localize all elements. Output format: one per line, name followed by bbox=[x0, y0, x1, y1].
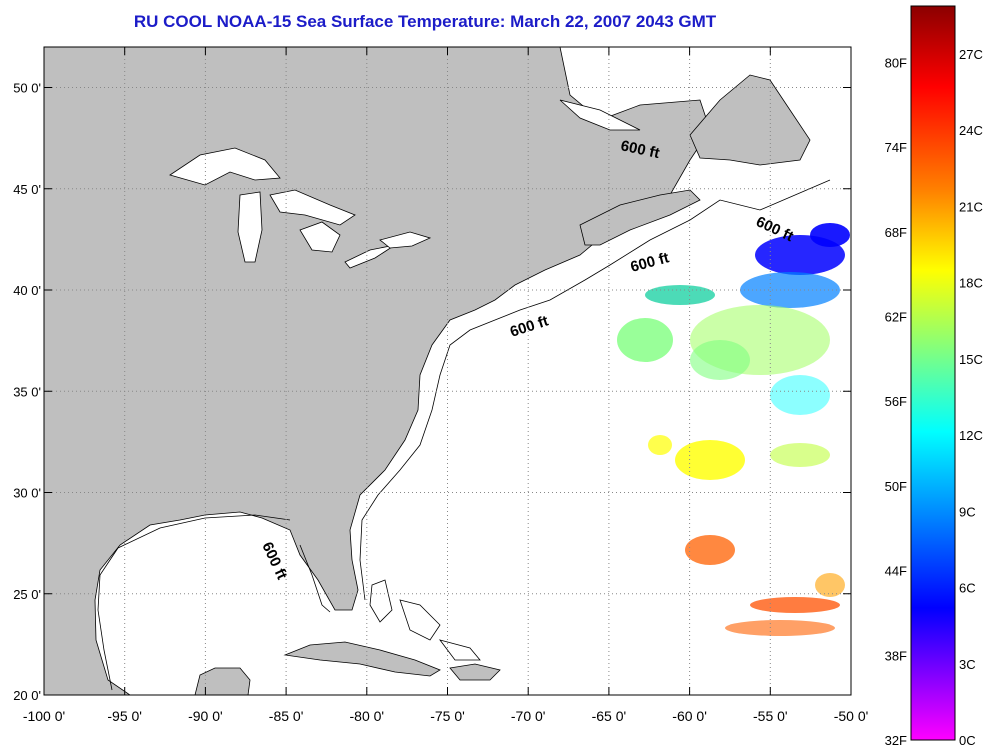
celsius-label: 12C bbox=[959, 428, 983, 443]
fahrenheit-label: 80F bbox=[885, 55, 907, 70]
fahrenheit-label: 74F bbox=[885, 140, 907, 155]
bahamas-banks bbox=[369, 579, 481, 661]
longitude-tick-label: -80 0' bbox=[350, 708, 385, 724]
latitude-tick-label: 30 0' bbox=[13, 486, 41, 501]
map-gridlines bbox=[44, 47, 851, 695]
celsius-label: 6C bbox=[959, 581, 976, 596]
latitude-tick-label: 50 0' bbox=[13, 81, 41, 96]
longitude-tick-label: -55 0' bbox=[753, 708, 788, 724]
celsius-label: 18C bbox=[959, 276, 983, 291]
celsius-label: 3C bbox=[959, 657, 976, 672]
latitude-tick-label: 45 0' bbox=[13, 182, 41, 197]
great-lakes bbox=[169, 99, 641, 269]
celsius-label: 24C bbox=[959, 123, 983, 138]
celsius-label: 27C bbox=[959, 47, 983, 62]
latitude-tick-label: 35 0' bbox=[13, 384, 41, 399]
north-america-land bbox=[44, 47, 711, 695]
map-title: RU COOL NOAA-15 Sea Surface Temperature:… bbox=[133, 12, 717, 31]
fahrenheit-label: 32F bbox=[885, 733, 907, 748]
latitude-tick-label: 40 0' bbox=[13, 283, 41, 298]
longitude-tick-label: -100 0' bbox=[23, 708, 65, 724]
newfoundland-land bbox=[689, 74, 811, 166]
fahrenheit-label: 68F bbox=[885, 225, 907, 240]
fahrenheit-label: 56F bbox=[885, 394, 907, 409]
latitude-tick-label: 25 0' bbox=[13, 587, 41, 602]
longitude-tick-label: -60 0' bbox=[672, 708, 707, 724]
hispaniola-land bbox=[449, 663, 501, 681]
colorbar-scale bbox=[910, 5, 956, 741]
longitude-tick-label: -65 0' bbox=[592, 708, 627, 724]
latitude-tick-label: 20 0' bbox=[13, 688, 41, 703]
fahrenheit-label: 38F bbox=[885, 648, 907, 663]
yucatan-land bbox=[194, 667, 251, 695]
celsius-label: 0C bbox=[959, 733, 976, 748]
longitude-tick-label: -75 0' bbox=[430, 708, 465, 724]
longitude-tick-label: -90 0' bbox=[188, 708, 223, 724]
celsius-label: 21C bbox=[959, 199, 983, 214]
fahrenheit-label: 50F bbox=[885, 479, 907, 494]
nova-scotia-land bbox=[579, 189, 701, 246]
map-axis-ticks: -100 0' -95 0' -90 0' -85 0' -80 0' -75 0' -70… bbox=[13, 47, 868, 724]
celsius-label: 9C bbox=[959, 504, 976, 519]
fahrenheit-label: 62F bbox=[885, 310, 907, 325]
longitude-tick-label: -95 0' bbox=[107, 708, 142, 724]
cuba-land bbox=[283, 641, 441, 677]
longitude-tick-label: -50 0' bbox=[834, 708, 869, 724]
longitude-tick-label: -85 0' bbox=[269, 708, 304, 724]
depth-contour-600ft bbox=[97, 179, 831, 691]
celsius-label: 15C bbox=[959, 352, 983, 367]
fahrenheit-label: 44F bbox=[885, 564, 907, 579]
longitude-tick-label: -70 0' bbox=[511, 708, 546, 724]
sst-data-overlay bbox=[617, 223, 850, 636]
